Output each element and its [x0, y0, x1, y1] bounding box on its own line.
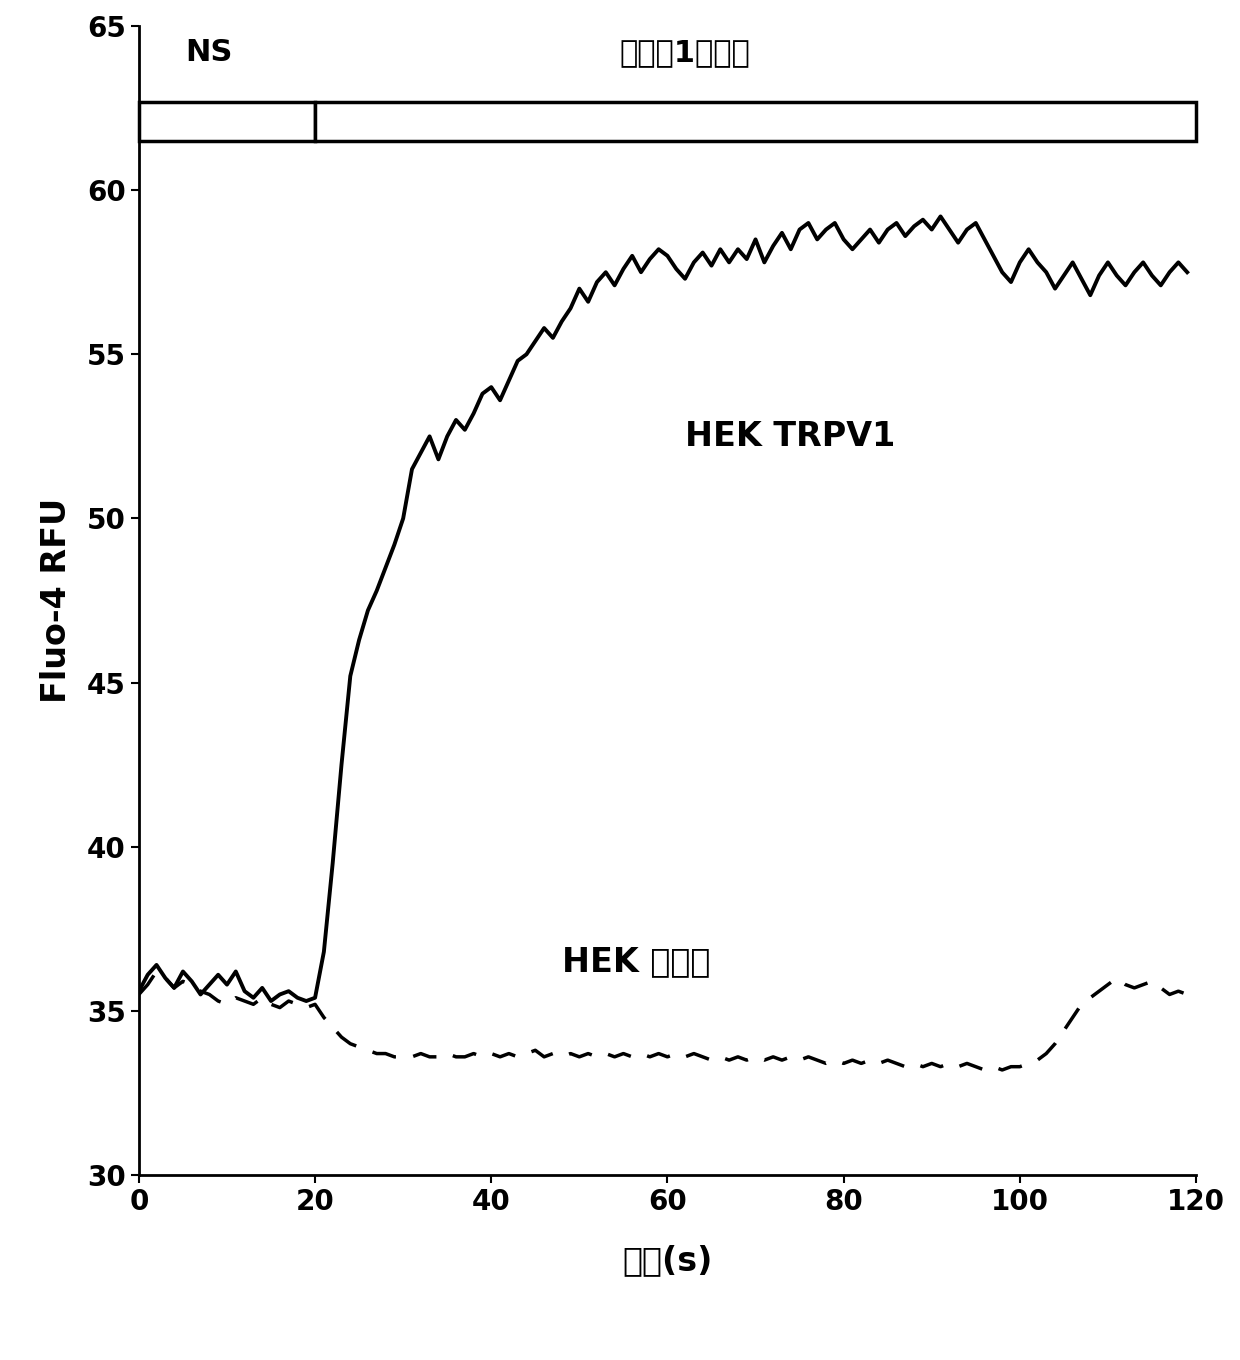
Text: 辣椒素1微摩尔: 辣椒素1微摩尔 [620, 38, 750, 67]
X-axis label: 时间(s): 时间(s) [622, 1244, 713, 1277]
Text: HEK TRPV1: HEK TRPV1 [684, 420, 895, 453]
Bar [139, 102, 315, 141]
Text: HEK 野生型: HEK 野生型 [562, 945, 711, 978]
Y-axis label: Fluo-4 RFU: Fluo-4 RFU [40, 498, 73, 703]
Text: NS: NS [186, 38, 233, 67]
Bar [315, 102, 1197, 141]
